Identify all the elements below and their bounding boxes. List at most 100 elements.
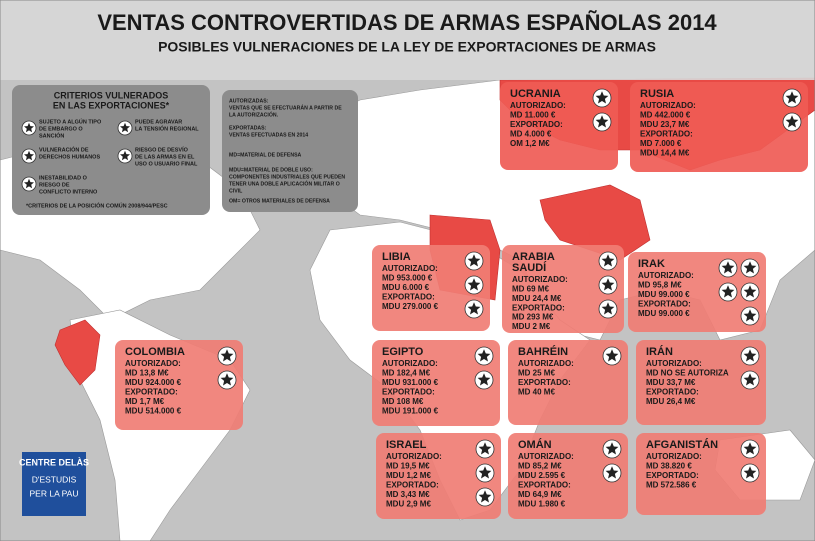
- country-line: MD 108 M€: [382, 397, 424, 406]
- criteria-icon-symbol: [601, 278, 615, 291]
- country-line: MD 95,8 M€: [638, 281, 682, 290]
- country-line: AUTORIZADO:: [510, 101, 566, 110]
- country-line: MDU 33,7 M€: [646, 378, 696, 387]
- country-box: [636, 433, 766, 515]
- country-name: COLOMBIA: [125, 346, 185, 358]
- country-line: MDU 23,7 M€: [640, 120, 690, 129]
- criteria-icon-symbol: [220, 349, 234, 362]
- country-line: AUTORIZADO:: [646, 359, 702, 368]
- legend-item-text: SUJETO A ALGÚN TIPO: [39, 118, 102, 125]
- country-box: [500, 82, 618, 170]
- glossary-line: COMPONENTES INDUSTRIALES QUE PUEDEN: [229, 174, 345, 180]
- criteria-icon-symbol: [743, 373, 757, 386]
- country-line: MD 3,43 M€: [386, 490, 430, 499]
- colombia-shape: [54, 319, 101, 386]
- legend-item-text: RIESGO DE: [39, 182, 70, 188]
- legend-item-text: LA TENSIÓN REGIONAL: [135, 124, 199, 132]
- country-box: [502, 245, 624, 333]
- country-box: [372, 245, 490, 331]
- country-box: [636, 340, 766, 425]
- country-line: MD 572.586 €: [646, 481, 697, 490]
- country-name: EGIPTO: [382, 346, 424, 358]
- country-line: AUTORIZADO:: [646, 452, 702, 461]
- country-line: AUTORIZADO:: [386, 452, 442, 461]
- country-line: MD 953.000 €: [382, 274, 433, 283]
- country-name: ARABIA: [512, 251, 555, 263]
- country-line: MD 85,2 M€: [518, 462, 562, 471]
- legend-footnote: *CRITERIOS DE LA POSICIÓN COMÚN 2008/944…: [26, 201, 168, 209]
- country-line: MDU 1,2 M€: [386, 471, 431, 480]
- legend-title: CRITERIOS VULNERADOS: [54, 90, 169, 100]
- criteria-icon-symbol: [478, 442, 492, 455]
- country-name: AFGANISTÁN: [646, 438, 718, 451]
- legend-box: [12, 85, 210, 215]
- criteria-icon-symbol: [785, 91, 799, 104]
- legend-item-text: DE EMBARGO O: [39, 126, 83, 132]
- country-box: [372, 340, 500, 426]
- country-line: AUTORIZADO:: [382, 359, 438, 368]
- country-name: BAHRÉIN: [518, 345, 568, 358]
- country-line: MD 1,7 M€: [125, 397, 165, 406]
- country-line: MDU 99.000 €: [638, 309, 690, 318]
- country-line: EXPORTADO:: [640, 130, 693, 139]
- legend-title: EN LAS EXPORTACIONES*: [53, 100, 170, 110]
- criteria-icon-symbol: [743, 466, 757, 479]
- country-line: EXPORTADO:: [646, 471, 699, 480]
- country-line: EXPORTADO:: [125, 388, 178, 397]
- country-line: MD 13,8 M€: [125, 369, 169, 378]
- country-line: EXPORTADO:: [382, 293, 435, 302]
- country-line: MDU 26,4 M€: [646, 397, 696, 406]
- country-line: MD 7.000 €: [640, 139, 682, 148]
- criteria-icon-symbol: [721, 261, 735, 274]
- glossary-line: VENTAS QUE SE EFECTUARÁN A PARTIR DE: [229, 104, 342, 111]
- criteria-icon-symbol: [721, 285, 735, 298]
- criteria-icon-symbol: [595, 91, 609, 104]
- country-line: MD 11.000 €: [510, 111, 556, 120]
- criteria-icon-symbol: [743, 261, 757, 274]
- criteria-icon-symbol: [24, 150, 34, 161]
- country-name: IRÁN: [646, 345, 673, 358]
- subtitle: POSIBLES VULNERACIONES DE LA LEY DE EXPO…: [158, 39, 656, 55]
- glossary-line: OM= OTROS MATERIALES DE DEFENSA: [229, 198, 330, 204]
- criteria-icon-symbol: [220, 373, 234, 386]
- criteria-icon-symbol: [467, 302, 481, 315]
- country-name: SAUDÍ: [512, 261, 547, 274]
- country-line: MD 182,4 M€: [382, 369, 431, 378]
- glossary-line: MD=MATERIAL DE DEFENSA: [229, 152, 302, 158]
- country-line: EXPORTADO:: [386, 481, 439, 490]
- country-line: EXPORTADO:: [382, 388, 435, 397]
- country-name: RUSIA: [640, 88, 674, 100]
- country-line: MD 69 M€: [512, 285, 549, 294]
- criteria-icon-symbol: [743, 442, 757, 455]
- glossary-line: LA AUTORIZACIÓN.: [229, 110, 279, 118]
- country-line: MD 442.000 €: [640, 111, 691, 120]
- criteria-icon-symbol: [24, 178, 34, 189]
- criteria-icon-symbol: [467, 278, 481, 291]
- country-line: AUTORIZADO:: [638, 271, 694, 280]
- country-line: EXPORTADO:: [638, 300, 691, 309]
- criteria-icon-symbol: [605, 466, 619, 479]
- glossary-line: EXPORTADAS:: [229, 125, 267, 131]
- legend-item-text: RIESGO DE DESVÍO: [135, 145, 189, 153]
- criteria-icon-symbol: [120, 122, 130, 133]
- country-line: EXPORTADO:: [646, 388, 699, 397]
- country-line: MDU 514.000 €: [125, 407, 182, 416]
- criteria-icon-symbol: [478, 466, 492, 479]
- country-name: OMÁN: [518, 438, 552, 451]
- country-name: LIBIA: [382, 251, 411, 263]
- country-line: MDU 931.000 €: [382, 378, 439, 387]
- country-line: EXPORTADO:: [510, 120, 563, 129]
- criteria-icon-symbol: [478, 490, 492, 503]
- criteria-icon-symbol: [595, 115, 609, 128]
- criteria-icon-symbol: [743, 309, 757, 322]
- country-line: MD 38.820 €: [646, 462, 692, 471]
- country-line: MDU 279.000 €: [382, 302, 439, 311]
- country-line: MDU 6.000 €: [382, 283, 430, 292]
- criteria-icon-symbol: [120, 150, 130, 161]
- title-band: [0, 0, 815, 80]
- criteria-icon-symbol: [477, 349, 491, 362]
- country-box: [630, 82, 808, 172]
